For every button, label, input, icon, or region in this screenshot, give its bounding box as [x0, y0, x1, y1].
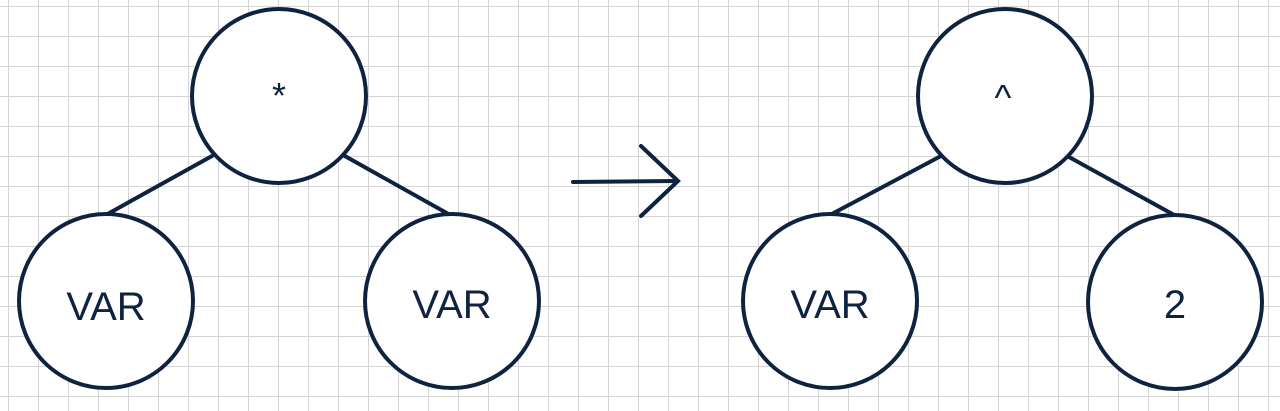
right-arrow-icon: [571, 144, 681, 218]
after-tree: ^ VAR 2: [741, 7, 1264, 391]
before-right-label: VAR: [412, 283, 491, 327]
after-left-node: [741, 212, 919, 390]
after-right-label: 2: [1164, 283, 1186, 327]
after-left-label: VAR: [790, 283, 869, 327]
before-root-node: [190, 7, 368, 185]
after-edge-right: [1067, 155, 1178, 218]
before-right-node: [363, 212, 541, 390]
after-root-label: ^: [995, 77, 1012, 118]
after-root-node: [916, 7, 1094, 185]
after-edge-left: [826, 154, 943, 218]
before-edge-right: [341, 153, 454, 218]
before-tree: * VAR VAR: [17, 7, 541, 390]
before-left-node: [17, 212, 195, 390]
before-edge-left: [102, 154, 214, 218]
before-root-label: *: [272, 75, 286, 116]
after-right-node: [1086, 213, 1264, 391]
before-left-label: VAR: [66, 285, 145, 329]
